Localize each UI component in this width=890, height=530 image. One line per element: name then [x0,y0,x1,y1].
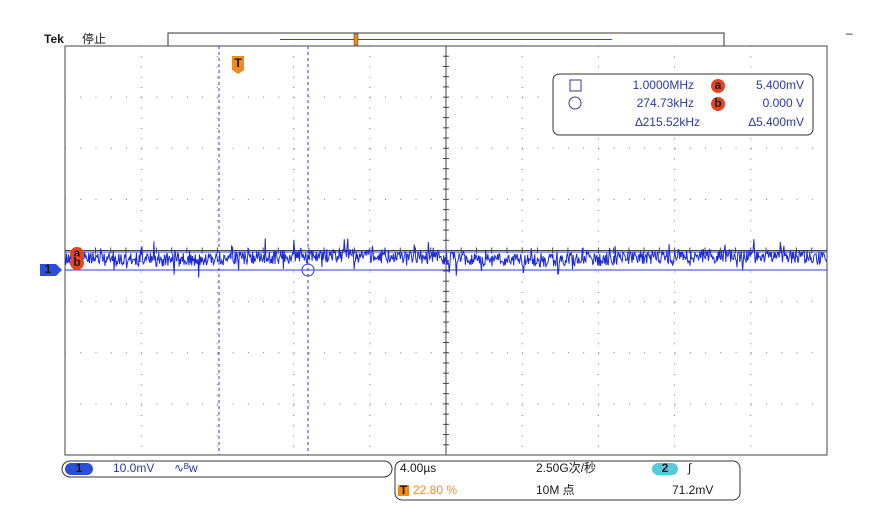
corner-mark: – [846,26,853,40]
graticule [64,45,828,456]
waveform [64,238,828,278]
readout-a-badge [711,79,725,93]
trigger-icon: T [400,483,408,497]
readout-value-a: 5.400mV [756,78,804,92]
trigger-slope: ∫ [687,461,692,475]
readout-freq-b: 274.73kHz [637,96,694,110]
record-length: 10M 点 [536,483,575,497]
timebase: 4.00µs [400,461,436,475]
trigger-source: 2 [662,461,669,475]
cursor-a-label: a [74,246,81,260]
trigger-marker [232,56,244,74]
channel-marker-label: 1 [45,262,52,276]
readout-freq-a: 1.0000MHz [633,78,694,92]
source-badge [652,463,678,475]
trigger-icon-bg [398,485,409,496]
brand: Tek [44,32,64,46]
readout-b-label: b [714,96,721,110]
cursor-b-badge [70,256,84,270]
channel-marker [40,264,62,276]
cursor-readout [552,73,814,136]
readout-value-b: 0.000 V [763,96,804,110]
readout-a-label: a [715,78,722,92]
cursor-b-label: b [73,255,80,269]
circle-icon [568,96,582,110]
cursor-b-point [301,263,315,277]
readout-b-badge [711,97,725,111]
square-icon [569,79,582,92]
channel-number: 1 [76,461,83,475]
channel-box [61,460,393,478]
trigger-level: 71.2mV [672,483,713,497]
record-position [353,33,359,46]
channel-badge [65,463,93,475]
readout-freq-delta: ∆215.52kHz [635,115,700,129]
readout-value-delta: ∆5.400mV [749,115,804,129]
channel-scale: 10.0mV [113,461,154,475]
trigger-position: 22.80 % [413,483,457,497]
sample-rate: 2.50G次/秒 [536,461,596,475]
bandwidth-icon: ∿ᴮw [174,461,198,475]
run-status: 停止 [82,31,106,46]
trigger-marker-label: T [234,56,242,70]
